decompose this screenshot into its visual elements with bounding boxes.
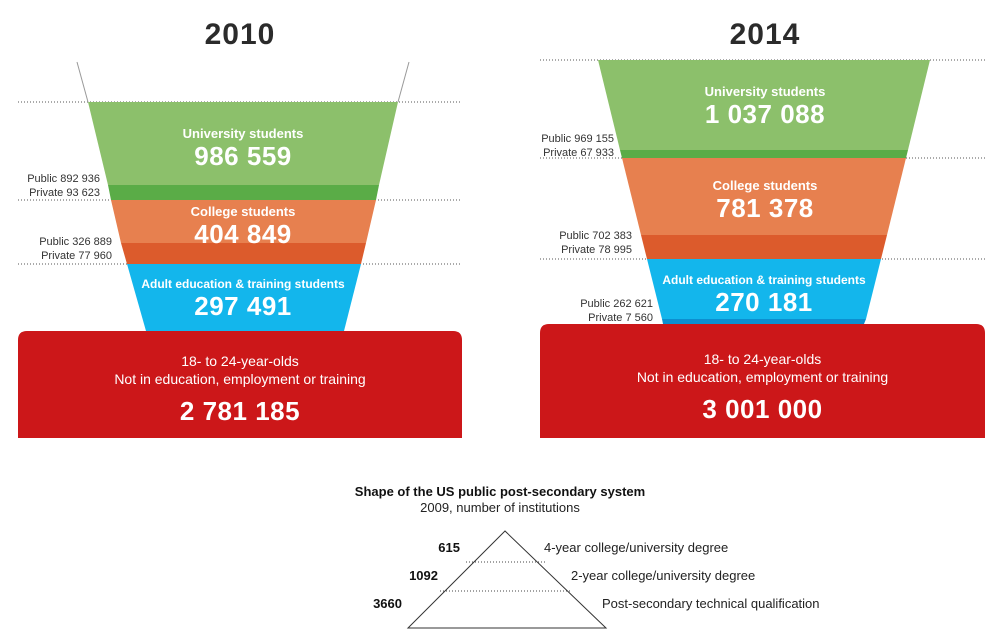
neet-box-2010 xyxy=(18,331,462,438)
university-public-2010: Public 892 936 xyxy=(27,173,100,185)
neet-total-2014: 3 001 000 xyxy=(702,394,823,424)
college-title-2010: College students xyxy=(190,204,296,219)
pyramid-title: Shape of the US public post-secondary sy… xyxy=(354,484,646,499)
college-private-2010: Private 77 960 xyxy=(41,250,112,262)
adult-label-2014: Adult education & training students 270 … xyxy=(650,272,878,316)
neet-line1-2014: 18- to 24-year-olds xyxy=(703,351,822,367)
college-split-2010: Public 326 889 Private 77 960 xyxy=(12,235,112,263)
university-split-2014: Public 969 155 Private 67 933 xyxy=(514,132,614,160)
segment-college-private-2014 xyxy=(641,235,887,259)
adult-label-2010: Adult education & training students 297 … xyxy=(130,276,356,320)
adult-title-2014: Adult education & training students xyxy=(662,273,866,287)
outline-left-2010 xyxy=(76,61,89,103)
university-title-2014: University students xyxy=(704,84,826,99)
segment-university-private-2010 xyxy=(108,185,379,200)
year-2014-heading: 2014 xyxy=(729,18,801,51)
adult-split-2014: Public 262 621 Private 7 560 xyxy=(553,297,653,325)
university-title-2010: University students xyxy=(182,126,304,141)
segment-college-2010 xyxy=(111,200,376,243)
university-public-2014: Public 969 155 xyxy=(541,133,614,145)
university-total-2010: 986 559 xyxy=(194,141,292,171)
tier-label-technical: Post-secondary technical qualification xyxy=(602,596,820,611)
college-label-2010: College students 404 849 xyxy=(120,204,366,248)
year-2010-heading: 2010 xyxy=(204,18,276,51)
college-private-2014: Private 78 995 xyxy=(561,244,632,256)
tier-count-4year: 615 xyxy=(438,540,460,555)
segment-adult-private-2014 xyxy=(662,319,866,324)
segment-university-private-2014 xyxy=(620,150,908,158)
adult-public-2014: Public 262 621 xyxy=(580,298,653,310)
neet-line1-2010: 18- to 24-year-olds xyxy=(181,353,299,369)
college-total-2010: 404 849 xyxy=(194,219,292,249)
university-label-2014: University students 1 037 088 xyxy=(630,84,900,128)
college-label-2014: College students 781 378 xyxy=(645,178,885,222)
university-label-2010: University students 986 559 xyxy=(120,126,366,170)
pyramid-graphic xyxy=(406,530,608,629)
university-split-2010: Public 892 936 Private 93 623 xyxy=(0,172,100,200)
outline-right-2010 xyxy=(397,61,410,103)
college-public-2010: Public 326 889 xyxy=(39,236,112,248)
pyramid-subtitle: 2009, number of institutions xyxy=(420,500,580,515)
segment-adult-2010 xyxy=(127,264,361,331)
tier-count-2year: 1092 xyxy=(409,568,438,583)
adult-title-2010: Adult education & training students xyxy=(141,277,345,291)
university-private-2010: Private 93 623 xyxy=(29,187,100,199)
tier-count-technical: 3660 xyxy=(373,596,402,611)
neet-box-2014 xyxy=(540,324,985,438)
neet-line2-2014: Not in education, employment or training xyxy=(636,369,889,385)
segment-university-2010 xyxy=(88,102,398,185)
college-total-2014: 781 378 xyxy=(716,193,814,223)
segment-university-2014 xyxy=(598,60,930,150)
segment-adult-2014 xyxy=(647,259,881,319)
adult-private-2014: Private 7 560 xyxy=(588,312,653,324)
tier-label-2year: 2-year college/university degree xyxy=(571,568,756,583)
university-total-2014: 1 037 088 xyxy=(704,99,826,129)
segment-college-private-2010 xyxy=(121,243,366,264)
tier-label-4year: 4-year college/university degree xyxy=(544,540,729,555)
segment-college-2014 xyxy=(622,158,906,235)
college-public-2014: Public 702 383 xyxy=(559,230,632,242)
neet-total-2010: 2 781 185 xyxy=(179,396,301,426)
neet-line2-2010: Not in education, employment or training xyxy=(114,371,366,387)
adult-total-2014: 270 181 xyxy=(715,287,813,317)
neet-label-2010: 18- to 24-year-olds Not in education, em… xyxy=(18,352,462,427)
college-title-2014: College students xyxy=(712,178,818,193)
university-private-2014: Private 67 933 xyxy=(543,147,614,159)
adult-total-2010: 297 491 xyxy=(194,291,292,321)
college-split-2014: Public 702 383 Private 78 995 xyxy=(532,229,632,257)
neet-label-2014: 18- to 24-year-olds Not in education, em… xyxy=(540,350,985,425)
